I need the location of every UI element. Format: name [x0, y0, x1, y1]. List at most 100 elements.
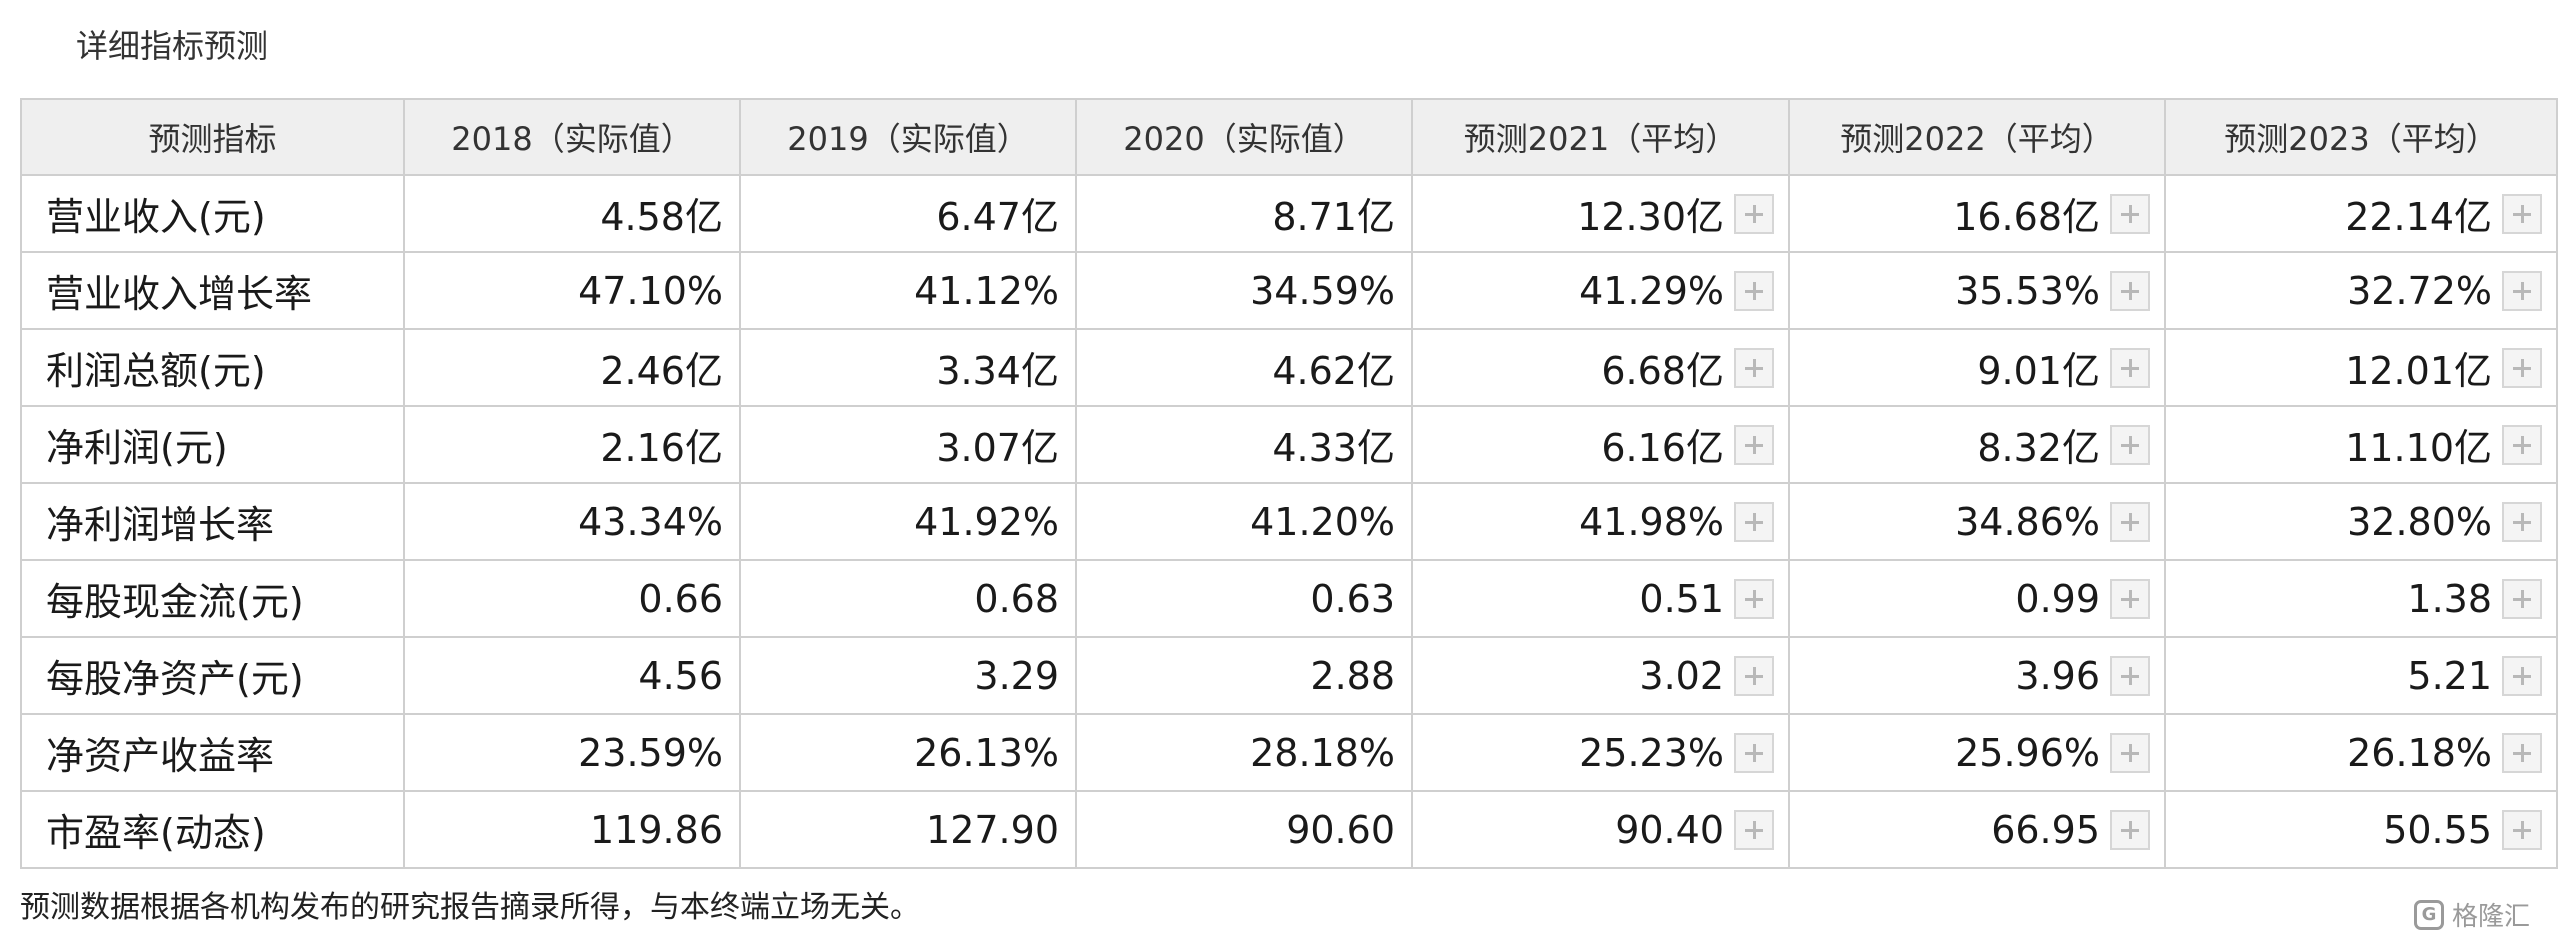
forecast-value-group: 6.16亿: [1601, 417, 1774, 472]
row-label: 净利润增长率: [20, 482, 405, 561]
expand-plus-icon[interactable]: [2110, 732, 2150, 773]
expand-plus-icon[interactable]: [1734, 732, 1774, 773]
actual-value-cell: 23.59%: [403, 713, 741, 792]
forecast-value-group: 3.02: [1639, 654, 1774, 698]
actual-value-cell: 4.58亿: [403, 174, 741, 253]
actual-value-cell: 4.33亿: [1075, 405, 1413, 484]
expand-plus-icon[interactable]: [2502, 501, 2542, 542]
table-body: 营业收入(元) 4.58亿 6.47亿 8.71亿 12.30亿 16.68亿 22.14亿…: [20, 174, 2558, 869]
expand-plus-icon[interactable]: [1734, 578, 1774, 619]
forecast-value-cell: 25.23%: [1411, 713, 1790, 792]
actual-value-cell: 119.86: [403, 790, 741, 869]
forecast-value-group: 32.80%: [2347, 500, 2542, 544]
forecast-value-cell: 6.16亿: [1411, 405, 1790, 484]
forecast-value-cell: 22.14亿: [2164, 174, 2558, 253]
forecast-value: 50.55: [2383, 807, 2492, 852]
table-header: 预测指标 2018（实际值） 2019（实际值） 2020（实际值） 预测202…: [20, 98, 2558, 176]
forecast-value-cell: 3.96: [1788, 636, 2166, 715]
forecast-value: 5.21: [2407, 653, 2492, 698]
actual-value-cell: 3.29: [739, 636, 1077, 715]
forecast-value: 16.68亿: [1953, 195, 2100, 239]
forecast-value-group: 0.99: [2015, 577, 2150, 621]
forecast-value: 34.86%: [1955, 499, 2100, 544]
table-row: 净利润增长率 43.34% 41.92% 41.20% 41.98% 34.86% 32.8…: [20, 482, 2558, 561]
forecast-value-group: 11.10亿: [2345, 417, 2542, 472]
expand-plus-icon[interactable]: [2110, 501, 2150, 542]
actual-value-cell: 6.47亿: [739, 174, 1077, 253]
row-label: 利润总额(元): [20, 328, 405, 407]
forecast-value-group: 6.68亿: [1601, 340, 1774, 395]
actual-value-cell: 41.20%: [1075, 482, 1413, 561]
table-row: 每股净资产(元) 4.56 3.29 2.88 3.02 3.96 5.21: [20, 636, 2558, 715]
actual-value-cell: 41.12%: [739, 251, 1077, 330]
expand-plus-icon[interactable]: [2502, 270, 2542, 311]
table-row: 营业收入(元) 4.58亿 6.47亿 8.71亿 12.30亿 16.68亿 22.14亿: [20, 174, 2558, 253]
actual-value-cell: 3.07亿: [739, 405, 1077, 484]
forecast-value-cell: 5.21: [2164, 636, 2558, 715]
table-row: 利润总额(元) 2.46亿 3.34亿 4.62亿 6.68亿 9.01亿 12.01亿: [20, 328, 2558, 407]
forecast-value-group: 9.01亿: [1977, 340, 2150, 395]
forecast-value-cell: 32.80%: [2164, 482, 2558, 561]
forecast-value-group: 1.38: [2407, 577, 2542, 621]
expand-plus-icon[interactable]: [1734, 193, 1774, 234]
expand-plus-icon[interactable]: [2502, 655, 2542, 696]
expand-plus-icon[interactable]: [2110, 347, 2150, 388]
expand-plus-icon[interactable]: [2502, 193, 2542, 234]
table-row: 市盈率(动态) 119.86 127.90 90.60 90.40 66.95 50.55: [20, 790, 2558, 869]
forecast-value-cell: 32.72%: [2164, 251, 2558, 330]
forecast-value-group: 66.95: [1991, 808, 2150, 852]
actual-value-cell: 2.88: [1075, 636, 1413, 715]
forecast-value: 0.99: [2015, 576, 2100, 621]
forecast-table: 预测指标 2018（实际值） 2019（实际值） 2020（实际值） 预测202…: [20, 98, 2558, 869]
forecast-value-cell: 3.02: [1411, 636, 1790, 715]
forecast-value-group: 5.21: [2407, 654, 2542, 698]
actual-value-cell: 0.66: [403, 559, 741, 638]
expand-plus-icon[interactable]: [1734, 424, 1774, 465]
forecast-value: 12.01亿: [2345, 349, 2492, 393]
row-label: 净利润(元): [20, 405, 405, 484]
forecast-value: 6.16亿: [1601, 426, 1724, 470]
forecast-value-cell: 12.30亿: [1411, 174, 1790, 253]
expand-plus-icon[interactable]: [2110, 655, 2150, 696]
watermark-text: 格隆汇: [2451, 902, 2530, 932]
forecast-value: 41.29%: [1579, 268, 1724, 313]
actual-value-cell: 34.59%: [1075, 251, 1413, 330]
expand-plus-icon[interactable]: [1734, 501, 1774, 542]
forecast-value: 12.30亿: [1577, 195, 1724, 239]
actual-value-cell: 90.60: [1075, 790, 1413, 869]
table-row: 营业收入增长率 47.10% 41.12% 34.59% 41.29% 35.53% 32.…: [20, 251, 2558, 330]
expand-plus-icon[interactable]: [1734, 270, 1774, 311]
expand-plus-icon[interactable]: [2110, 578, 2150, 619]
expand-plus-icon[interactable]: [2502, 809, 2542, 850]
header-2019-actual: 2019（实际值）: [739, 98, 1077, 176]
forecast-value: 32.80%: [2347, 499, 2492, 544]
expand-plus-icon[interactable]: [2110, 193, 2150, 234]
section-title: 详细指标预测: [76, 27, 269, 65]
forecast-value-group: 35.53%: [1955, 269, 2150, 313]
actual-value-cell: 2.46亿: [403, 328, 741, 407]
forecast-value-cell: 11.10亿: [2164, 405, 2558, 484]
forecast-value-cell: 90.40: [1411, 790, 1790, 869]
expand-plus-icon[interactable]: [2110, 424, 2150, 465]
row-label: 每股净资产(元): [20, 636, 405, 715]
forecast-value: 66.95: [1991, 807, 2100, 852]
expand-plus-icon[interactable]: [1734, 347, 1774, 388]
forecast-value-cell: 8.32亿: [1788, 405, 2166, 484]
forecast-value-group: 34.86%: [1955, 500, 2150, 544]
expand-plus-icon[interactable]: [2502, 424, 2542, 465]
expand-plus-icon[interactable]: [1734, 809, 1774, 850]
expand-plus-icon[interactable]: [1734, 655, 1774, 696]
expand-plus-icon[interactable]: [2502, 732, 2542, 773]
forecast-value-group: 8.32亿: [1977, 417, 2150, 472]
expand-plus-icon[interactable]: [2110, 270, 2150, 311]
actual-value-cell: 43.34%: [403, 482, 741, 561]
forecast-value: 0.51: [1639, 576, 1724, 621]
expand-plus-icon[interactable]: [2502, 578, 2542, 619]
forecast-value-cell: 66.95: [1788, 790, 2166, 869]
forecast-value-cell: 34.86%: [1788, 482, 2166, 561]
forecast-value-cell: 41.29%: [1411, 251, 1790, 330]
forecast-value-group: 12.01亿: [2345, 340, 2542, 395]
expand-plus-icon[interactable]: [2110, 809, 2150, 850]
expand-plus-icon[interactable]: [2502, 347, 2542, 388]
forecast-value-group: 25.23%: [1579, 731, 1774, 775]
